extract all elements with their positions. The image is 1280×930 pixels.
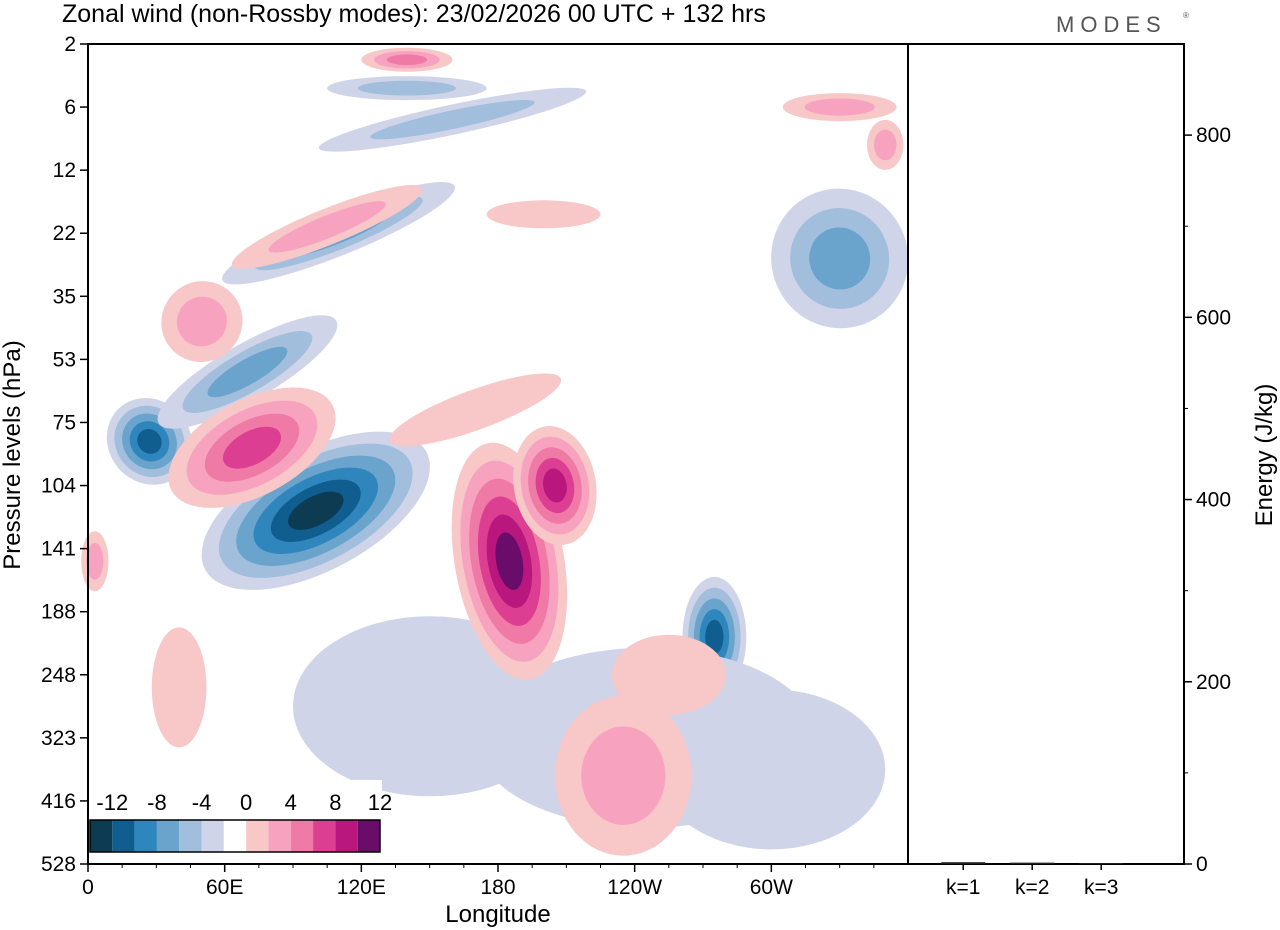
colorbar-tick-label: 8 bbox=[329, 790, 341, 815]
logo-mark: ® bbox=[1183, 11, 1189, 20]
y-tick-label: 188 bbox=[41, 601, 76, 624]
contour-blob-12-level-5 bbox=[495, 532, 524, 590]
contour-blob-19-level-1 bbox=[804, 98, 875, 116]
y-tick-label: 528 bbox=[41, 853, 76, 876]
contour-blob-23-level-0 bbox=[151, 627, 207, 748]
y-tick-label: 6 bbox=[64, 96, 76, 119]
colorbar-swatch bbox=[179, 820, 202, 852]
colorbar-tick-label: -8 bbox=[147, 790, 167, 815]
modes-logo: MODES bbox=[1056, 12, 1167, 37]
energy-bars: k=1 k=2 k=3 bbox=[941, 862, 1124, 899]
colorbar-swatch bbox=[290, 820, 314, 852]
y-tick-label: 12 bbox=[53, 159, 76, 182]
colorbar-swatch bbox=[268, 820, 291, 852]
colorbar-tick-label: -12 bbox=[96, 790, 128, 815]
colorbar-swatch bbox=[156, 820, 180, 852]
colorbar-swatch bbox=[335, 820, 358, 852]
colorbar-tick-label: 4 bbox=[285, 790, 297, 815]
contour-blob-20-level-1 bbox=[874, 129, 897, 161]
energy-panel: k=1 k=2 k=3 0 200 400 600 800 Energy (J/kg) bbox=[907, 43, 1278, 899]
energy-frame bbox=[907, 43, 1185, 865]
contour-blob-24-level-1 bbox=[86, 542, 104, 580]
contour-blob-13-level-4 bbox=[543, 468, 567, 503]
energy-category-label: k=2 bbox=[1015, 876, 1049, 899]
y-tick-label: 323 bbox=[41, 727, 76, 750]
y-tick-label: 141 bbox=[41, 538, 76, 561]
contour-blob-1-level-4 bbox=[137, 428, 162, 454]
contour-blob-14-level-1 bbox=[581, 726, 666, 825]
colorbar-tick-label: 12 bbox=[368, 790, 392, 815]
heatmap-panel: -12 -8 -4 0 4 8 12 0 60E 120E 180 120W 60W 2 6 12 22 35… bbox=[0, 33, 909, 928]
colorbar-swatch bbox=[246, 820, 269, 852]
contour-blob-17-level-0 bbox=[486, 200, 601, 229]
contour-blob-21-level-0 bbox=[611, 634, 726, 715]
y-tick-label: 416 bbox=[41, 790, 76, 813]
energy-axis: 0 200 400 600 800 bbox=[1184, 124, 1231, 876]
energy-bar bbox=[941, 862, 986, 864]
contour-blob-2-level-2 bbox=[207, 346, 288, 398]
x-tick-label: 180 bbox=[480, 876, 515, 899]
energy-axis-label: Energy (J/kg) bbox=[1251, 384, 1278, 527]
x-tick-label: 60E bbox=[206, 876, 243, 899]
contour-blob-15-level-1 bbox=[268, 201, 386, 253]
y-tick-label: 35 bbox=[53, 285, 76, 308]
y-tick-label: 104 bbox=[41, 475, 76, 498]
energy-tick-label: 600 bbox=[1196, 306, 1231, 329]
x-axis: 0 60E 120E 180 120W 60W bbox=[82, 864, 875, 899]
contour-blob-16-level-1 bbox=[176, 296, 227, 347]
y-tick-label: 53 bbox=[53, 348, 76, 371]
energy-category-label: k=1 bbox=[946, 876, 980, 899]
contour-blob-0-level-5 bbox=[288, 491, 344, 530]
y-tick-label: 22 bbox=[53, 222, 76, 245]
colorbar-frame bbox=[89, 819, 381, 853]
contour-blob-4-level-1 bbox=[370, 100, 535, 140]
colorbar-tick-label: -4 bbox=[192, 790, 212, 815]
contour-blob-5-level-4 bbox=[705, 619, 724, 655]
contour-blob-11-level-3 bbox=[222, 426, 282, 469]
energy-category-label: k=3 bbox=[1084, 876, 1118, 899]
y-tick-label: 75 bbox=[53, 411, 76, 434]
colorbar-swatch bbox=[357, 820, 380, 852]
contour-field bbox=[81, 47, 909, 856]
y-tick-label: 2 bbox=[64, 33, 76, 56]
colorbar-tick-label: 0 bbox=[240, 790, 252, 815]
x-tick-label: 120W bbox=[607, 876, 662, 899]
colorbar-swatch bbox=[112, 820, 135, 852]
colorbar-swatch bbox=[134, 820, 157, 852]
y-axis-label: Pressure levels (hPa) bbox=[0, 340, 26, 569]
x-tick-label: 120E bbox=[337, 876, 386, 899]
energy-bar bbox=[1079, 863, 1124, 864]
x-tick-label: 0 bbox=[82, 876, 94, 899]
y-tick-label: 248 bbox=[41, 664, 76, 687]
x-axis-label: Longitude bbox=[445, 901, 550, 928]
energy-tick-label: 200 bbox=[1196, 671, 1231, 694]
energy-tick-label: 400 bbox=[1196, 489, 1231, 512]
y-axis: 2 6 12 22 35 53 75 104 141 188 248 323 416 528 bbox=[41, 33, 88, 876]
colorbar: -12 -8 -4 0 4 8 12 bbox=[88, 780, 392, 854]
energy-tick-label: 800 bbox=[1196, 124, 1231, 147]
contour-blob-6-level-2 bbox=[809, 227, 871, 290]
colorbar-swatch bbox=[223, 820, 247, 852]
chart-title: Zonal wind (non-Rossby modes): 23/02/202… bbox=[62, 0, 766, 28]
contour-blob-18-level-2 bbox=[386, 54, 428, 66]
colorbar-swatch bbox=[90, 820, 113, 852]
contour-blob-9-level-0 bbox=[657, 689, 886, 850]
energy-tick-label: 0 bbox=[1196, 853, 1208, 876]
colorbar-swatch bbox=[201, 820, 224, 852]
energy-bar bbox=[1010, 862, 1055, 864]
contour-blob-10-level-1 bbox=[357, 80, 456, 96]
x-tick-label: 60W bbox=[750, 876, 793, 899]
colorbar-swatch bbox=[313, 820, 336, 852]
contour-blob-22-level-0 bbox=[389, 373, 562, 447]
